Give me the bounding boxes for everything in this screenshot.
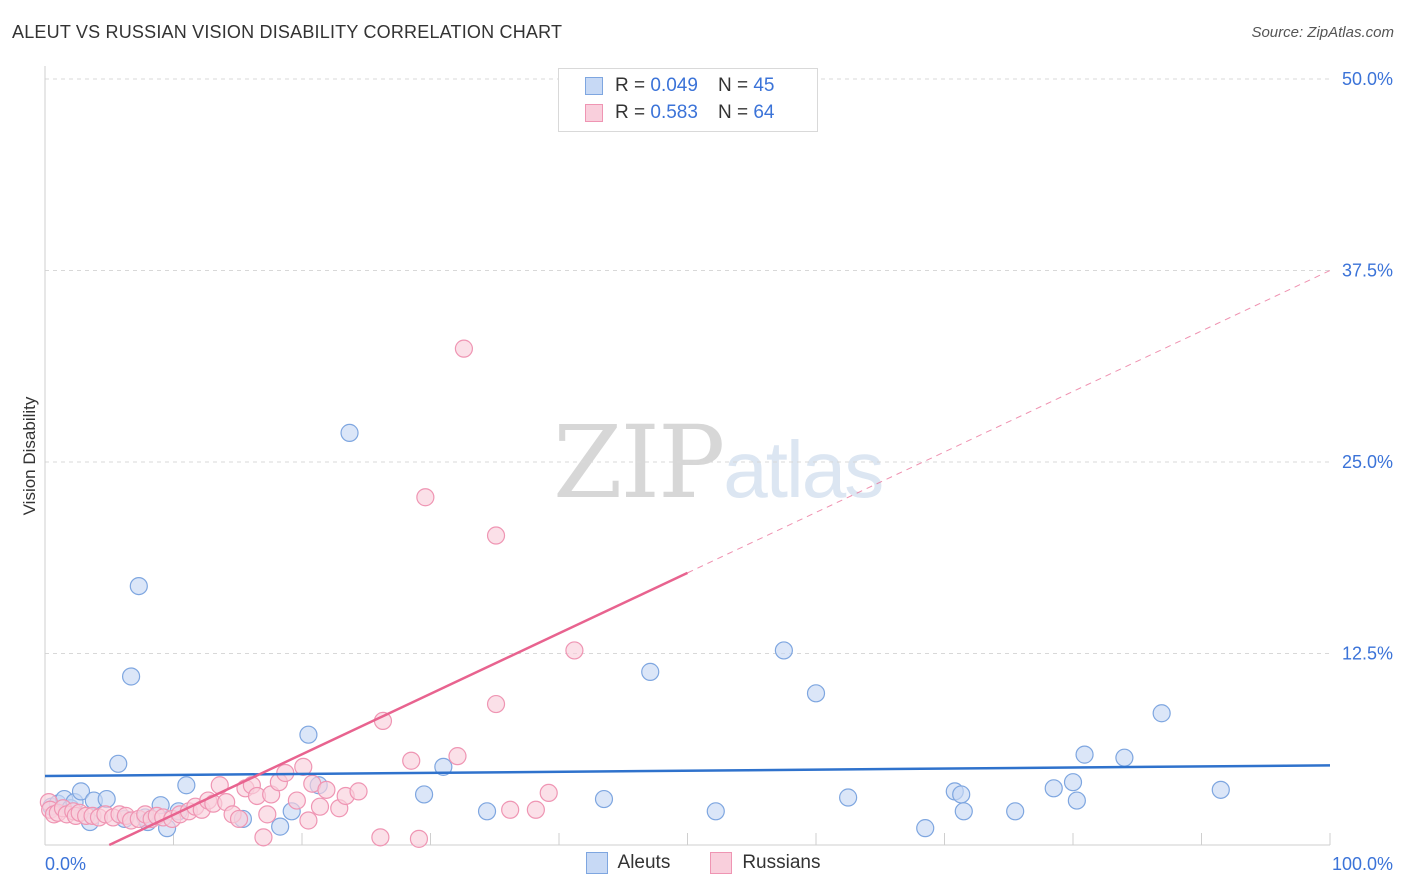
russian-point	[486, 694, 506, 714]
aleut-point	[1211, 780, 1230, 799]
aleut-point	[299, 725, 318, 744]
russian-point	[409, 829, 429, 848]
aleut-point	[954, 802, 973, 821]
aleuts-trend-line	[44, 764, 1331, 778]
russian-point	[526, 800, 545, 819]
russian-point	[448, 747, 467, 766]
aleut-point	[1067, 791, 1086, 810]
russians-trend-line	[108, 571, 689, 847]
russian-point	[402, 751, 421, 770]
legend-item-russians[interactable]: Russians	[710, 852, 820, 874]
aleut-point	[477, 802, 497, 821]
legend-item-aleuts[interactable]: Aleuts	[585, 852, 671, 874]
trend-layer	[44, 270, 1331, 847]
r-value: 0.583	[650, 102, 698, 123]
aleut-point	[177, 776, 196, 795]
aleut-point	[71, 782, 91, 801]
correlation-legend: R = 0.049 N = 45 R = 0.583 N = 64	[558, 68, 818, 132]
russian-point	[539, 783, 558, 803]
r-label: R =	[615, 102, 646, 123]
chart-title: ALEUT VS RUSSIAN VISION DISABILITY CORRE…	[12, 22, 563, 42]
n-label: N =	[717, 75, 749, 96]
grid-layer	[45, 78, 1330, 654]
series-legend: Aleuts Russians	[0, 852, 1406, 874]
russian-point	[317, 780, 336, 799]
y-tick-label: 12.5%	[1342, 644, 1393, 664]
aleut-point	[706, 802, 725, 821]
aleut-point	[271, 817, 290, 836]
russian-point	[229, 809, 249, 829]
russian-point	[287, 791, 306, 810]
aleut-point	[806, 684, 826, 703]
r-label: R =	[615, 75, 646, 96]
points-layer	[39, 72, 1230, 848]
legend-row-aleuts: R = 0.049 N = 45	[585, 73, 774, 99]
aleut-point	[1006, 802, 1025, 821]
r-value: 0.049	[650, 75, 698, 96]
aleut-point	[121, 667, 141, 686]
russian-point	[258, 805, 277, 824]
aleut-point	[340, 423, 359, 442]
aleut-point	[1075, 745, 1094, 764]
n-value: 64	[753, 102, 775, 123]
aleut-point	[109, 754, 128, 773]
tick-label-layer: 12.5% 25.0% 37.5% 50.0% 0.0% 100.0%	[45, 69, 1393, 874]
aleut-point	[594, 789, 614, 809]
aleuts-legend-swatch	[585, 852, 608, 874]
aleut-point	[97, 789, 116, 809]
russian-point	[254, 828, 273, 847]
axes-layer	[44, 66, 1331, 846]
russian-point	[416, 488, 435, 507]
x-tick-label: 0.0%	[45, 854, 86, 874]
y-tick-label: 37.5%	[1342, 261, 1393, 281]
legend-row-russians: R = 0.583 N = 64	[585, 100, 774, 126]
aleut-point	[839, 788, 858, 807]
n-value: 45	[753, 75, 775, 96]
aleuts-legend-label: Aleuts	[617, 852, 671, 873]
russians-legend-label: Russians	[742, 852, 821, 873]
russian-point	[299, 811, 318, 830]
aleut-point	[414, 785, 434, 804]
russian-point	[371, 828, 390, 847]
russian-point	[565, 641, 584, 660]
russians-trend-extension	[687, 270, 1331, 574]
aleut-point	[774, 641, 793, 660]
aleut-point	[916, 819, 935, 838]
n-label: N =	[717, 102, 749, 123]
source-label: Source: ZipAtlas.com	[1251, 24, 1394, 41]
aleut-point	[952, 785, 971, 804]
aleut-point	[1115, 748, 1134, 767]
russian-point	[454, 339, 474, 358]
aleut-point	[1152, 704, 1171, 723]
aleut-point	[1044, 779, 1063, 798]
y-tick-label: 50.0%	[1342, 69, 1393, 89]
russian-point	[349, 782, 368, 801]
russian-point	[501, 800, 520, 819]
russians-legend-swatch	[710, 852, 733, 874]
x-tick-label: 100.0%	[1332, 854, 1393, 874]
aleut-point	[641, 662, 660, 681]
russians-swatch	[585, 104, 603, 122]
aleut-point	[1063, 773, 1083, 792]
aleut-point	[129, 576, 148, 596]
watermark-atlas: atlas	[723, 425, 884, 514]
y-tick-label: 25.0%	[1342, 452, 1393, 472]
aleut-point	[434, 757, 453, 776]
russian-point	[486, 526, 506, 545]
aleuts-swatch	[585, 77, 603, 95]
russian-point	[310, 797, 330, 816]
russian-point	[294, 757, 313, 776]
